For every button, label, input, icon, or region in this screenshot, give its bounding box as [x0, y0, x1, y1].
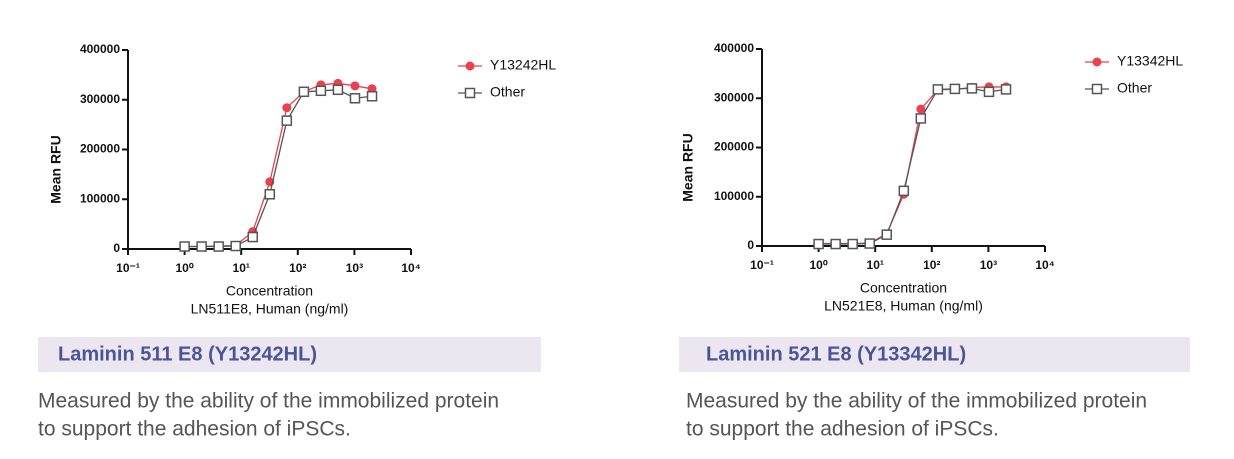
data-point	[264, 189, 276, 200]
data-point	[350, 81, 360, 91]
caption-band	[679, 337, 1190, 372]
x-tick-label: 10⁻¹	[116, 261, 140, 275]
data-point	[230, 240, 241, 252]
caption-title: Laminin 511 E8 (Y13242HL)	[58, 343, 317, 365]
y-tick-label: 100000	[80, 191, 120, 205]
legend-marker	[1091, 83, 1103, 95]
data-point	[196, 241, 207, 252]
data-point	[282, 103, 292, 113]
data-point	[1000, 84, 1012, 95]
data-point	[366, 91, 378, 102]
data-point	[813, 238, 824, 250]
data-point	[179, 241, 190, 252]
data-point	[332, 84, 344, 96]
x-tick-label: 10¹	[867, 258, 884, 272]
legend-marker	[1092, 57, 1102, 67]
x-tick-label: 10²	[923, 258, 940, 272]
data-point	[949, 83, 961, 95]
legend-marker	[464, 87, 476, 99]
data-point	[213, 241, 224, 252]
data-point	[932, 84, 944, 95]
series-line	[818, 87, 1007, 245]
y-tick-label: 300000	[714, 90, 754, 104]
y-tick-label: 200000	[714, 140, 754, 154]
x-axis-label: Concentration	[226, 283, 313, 299]
y-tick-label: 300000	[80, 92, 120, 106]
legend-label: Y13242HL	[490, 57, 556, 73]
legend-marker	[465, 61, 475, 71]
legend-label: Other	[1117, 80, 1152, 96]
data-point	[349, 93, 361, 104]
data-point	[864, 238, 875, 249]
data-point	[298, 86, 310, 98]
x-tick-label: 10⁴	[401, 261, 420, 275]
y-tick-label: 0	[113, 241, 120, 255]
data-point	[881, 229, 893, 240]
x-tick-label: 10⁴	[1035, 258, 1054, 272]
data-point	[983, 86, 995, 98]
y-tick-label: 100000	[714, 189, 754, 203]
caption-title: Laminin 521 E8 (Y13342HL)	[706, 343, 966, 365]
y-tick-label: 400000	[80, 42, 120, 56]
x-axis-label: Concentration	[860, 280, 947, 296]
caption-text: Measured by the ability of the immobiliz…	[38, 390, 499, 413]
x-tick-label: 10⁻¹	[750, 258, 774, 272]
x-axis-label: LN511E8, Human (ng/ml)	[191, 301, 349, 317]
x-tick-label: 10¹	[233, 261, 250, 275]
y-axis-label: Mean RFU	[680, 133, 696, 201]
caption-text: Measured by the ability of the immobiliz…	[686, 390, 1147, 413]
caption-text: to support the adhesion of iPSCs.	[38, 418, 351, 441]
series-line	[818, 86, 1007, 245]
series-line	[184, 89, 373, 248]
x-tick-label: 10²	[289, 261, 306, 275]
x-tick-label: 10⁰	[810, 258, 828, 272]
data-point	[966, 83, 978, 94]
x-tick-label: 10³	[980, 258, 997, 272]
x-axis-label: LN521E8, Human (ng/ml)	[824, 298, 983, 314]
x-tick-label: 10⁰	[176, 261, 194, 275]
series-line	[184, 82, 373, 248]
legend-label: Other	[490, 84, 525, 100]
y-tick-label: 0	[747, 238, 754, 252]
data-point	[915, 113, 927, 124]
x-tick-label: 10³	[346, 261, 363, 275]
data-point	[281, 115, 293, 126]
data-point	[315, 85, 327, 97]
caption-band	[38, 337, 541, 372]
data-point	[898, 185, 910, 197]
y-axis-label: Mean RFU	[48, 135, 64, 203]
y-tick-label: 400000	[714, 41, 754, 55]
y-tick-label: 200000	[80, 142, 120, 156]
data-point	[830, 238, 841, 250]
legend-label: Y13342HL	[1117, 53, 1183, 69]
data-point	[916, 104, 926, 114]
caption-text: to support the adhesion of iPSCs.	[686, 418, 999, 441]
data-point	[847, 238, 858, 250]
data-point	[247, 231, 259, 243]
